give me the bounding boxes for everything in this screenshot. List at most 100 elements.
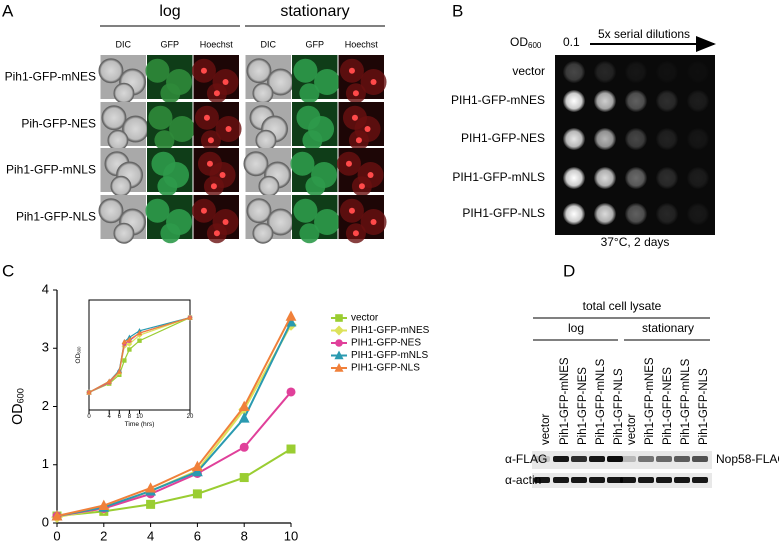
yeast-spot — [625, 90, 647, 112]
marker — [126, 341, 133, 347]
flag-band — [534, 456, 550, 462]
x-tick-label: 0 — [87, 414, 91, 420]
dilution-label: 5x serial dilutions — [598, 27, 690, 41]
legend-marker — [334, 350, 344, 360]
band-label: Nop58-FLAG — [716, 452, 779, 466]
nucleus — [358, 183, 365, 190]
yeast-spot — [625, 128, 647, 150]
cell-gfp — [169, 116, 196, 142]
nucleus — [225, 126, 232, 132]
marker — [51, 510, 63, 521]
lane-label: vector — [626, 414, 638, 445]
yeast-spot — [563, 128, 585, 150]
cell — [98, 58, 124, 84]
column-label: Hoechst — [200, 39, 234, 49]
marker — [116, 368, 122, 374]
x-tick-label: 20 — [187, 414, 194, 420]
x-tick-label: 2 — [100, 529, 107, 543]
marker — [122, 358, 127, 363]
cell — [98, 198, 124, 224]
flag-band — [620, 456, 636, 462]
y-axis-label-text: OD — [10, 403, 26, 424]
legend-marker — [334, 363, 344, 372]
yeast-spot — [625, 61, 647, 83]
x-tick-label: 10 — [136, 414, 143, 420]
panel-label: C — [2, 261, 14, 280]
series-line — [56, 448, 292, 518]
nucleus — [200, 207, 207, 214]
nucleus — [355, 137, 362, 144]
marker — [106, 378, 112, 384]
marker — [137, 338, 142, 343]
legend-marker — [335, 314, 343, 322]
yeast-spot — [656, 167, 678, 189]
marker — [239, 473, 249, 483]
yeast-spot — [687, 167, 709, 189]
cell-gfp — [305, 176, 326, 197]
od-text: OD — [510, 35, 528, 49]
x-tick-label: 4 — [108, 414, 112, 420]
y-tick-label: 1 — [42, 456, 49, 471]
x-tick-label: 4 — [147, 529, 154, 543]
panel-label: A — [2, 1, 14, 20]
lane-label: Pih1-GFP-NLS — [613, 368, 625, 445]
marker — [285, 310, 297, 321]
marker — [239, 442, 249, 452]
y-tick-label: 3 — [42, 340, 49, 355]
cell-gfp — [290, 151, 315, 176]
cell-gfp — [154, 130, 175, 151]
actin-band — [589, 477, 605, 483]
marker — [238, 400, 250, 411]
flag-band — [692, 456, 708, 462]
actin-band — [607, 477, 623, 483]
marker — [136, 330, 143, 336]
marker — [286, 387, 296, 397]
group-label: stationary — [280, 3, 349, 20]
yeast-spot — [594, 203, 616, 225]
y-axis-label: OD600 — [10, 388, 26, 425]
row-label: Pih1-GFP-mNES — [5, 70, 96, 84]
cell-gfp — [299, 83, 320, 104]
cell — [110, 175, 132, 197]
yeast-spot — [563, 203, 585, 225]
yeast-spot — [563, 61, 585, 83]
marker — [127, 347, 132, 352]
nucleus — [352, 90, 359, 97]
marker — [192, 465, 203, 477]
y-tick-label: 2 — [42, 398, 49, 413]
yeast-spot — [687, 90, 709, 112]
marker — [86, 389, 92, 395]
column-label: GFP — [305, 39, 324, 49]
yeast-spot — [625, 167, 647, 189]
yeast-spot — [687, 203, 709, 225]
actin-band — [692, 477, 708, 483]
group-label: log — [159, 3, 180, 20]
marker — [238, 412, 250, 423]
row-label: Pih-GFP-NES — [21, 117, 96, 131]
yeast-spot — [625, 203, 647, 225]
cell — [113, 82, 135, 104]
cell-gfp — [148, 105, 173, 130]
cell-gfp — [145, 58, 170, 83]
flag-band — [607, 456, 623, 462]
od-subscript: 600 — [528, 41, 542, 50]
cell — [246, 198, 272, 224]
marker — [187, 314, 193, 320]
cell — [246, 58, 272, 84]
row-label: Pih1-GFP-mNLS — [6, 163, 96, 177]
nucleus — [203, 114, 210, 121]
flag-band — [656, 456, 672, 462]
legend-label: PIH1-GFP-NLS — [351, 363, 420, 374]
marker — [192, 489, 202, 499]
od-label: OD600 — [510, 35, 542, 50]
marker — [145, 482, 156, 493]
legend-marker — [335, 339, 343, 347]
cell — [101, 105, 127, 131]
actin-band — [656, 477, 672, 483]
series-line — [56, 391, 292, 517]
column-label: DIC — [116, 39, 132, 49]
x-tick-label: 8 — [128, 414, 132, 420]
cell-gfp — [160, 83, 181, 104]
y-axis-label-subscript: 600 — [16, 388, 26, 403]
yeast-spot — [656, 128, 678, 150]
